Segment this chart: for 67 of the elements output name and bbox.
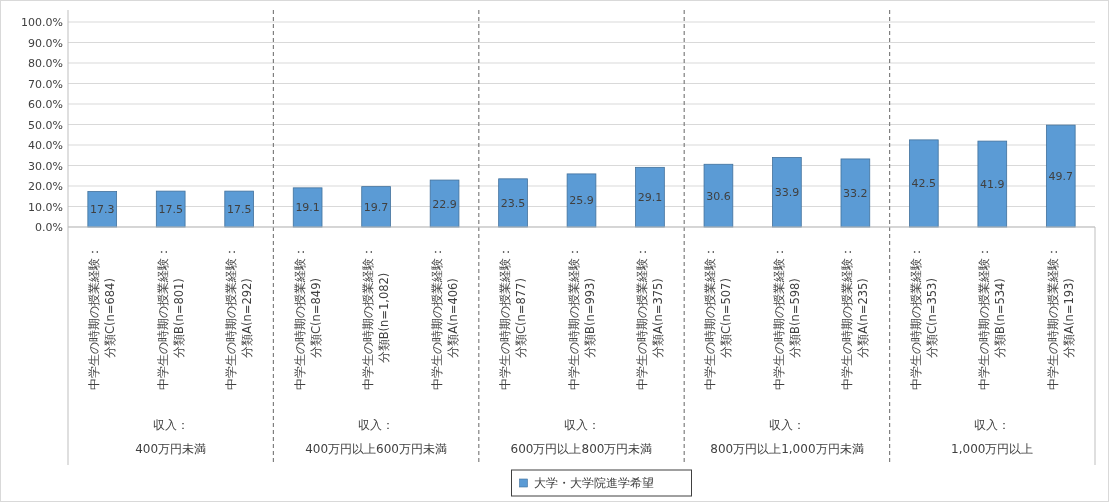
data-label: 22.9 xyxy=(432,197,457,211)
text: 800万円以上1,000万円未満 xyxy=(710,442,864,456)
data-label: 42.5 xyxy=(911,177,937,191)
y-tick-label: 20.0% xyxy=(28,180,63,193)
y-tick-label: 0.0% xyxy=(35,221,63,234)
text: 400万円未満 xyxy=(135,442,207,456)
x-tick-label: 中学生の時期の授業経験：分類C(n=353) xyxy=(908,246,939,390)
y-tick-label: 40.0% xyxy=(28,139,63,152)
data-label: 17.5 xyxy=(226,203,252,217)
text: 1,000万円以上 xyxy=(951,442,1034,456)
bar xyxy=(87,191,118,228)
x-tick-label: 中学生の時期の授業経験：分類C(n=684) xyxy=(87,246,118,390)
text: 収入： xyxy=(974,418,1011,432)
text: 収入： xyxy=(358,418,395,432)
data-label: 19.7 xyxy=(363,200,389,214)
bar xyxy=(155,190,186,228)
x-tick-label: 中学生の時期の授業経験：分類A(n=292) xyxy=(224,246,255,390)
bar xyxy=(635,166,665,228)
data-label: 30.6 xyxy=(706,189,731,203)
x-tick-label: 中学生の時期の授業経験：分類A(n=193) xyxy=(1045,246,1076,390)
data-label: 17.3 xyxy=(89,203,115,217)
y-tick-label: 90.0% xyxy=(28,36,63,50)
data-label: 23.5 xyxy=(500,196,526,210)
bar xyxy=(361,186,391,228)
text: 収入： xyxy=(152,418,189,432)
bar xyxy=(566,173,597,228)
bar xyxy=(498,178,528,228)
legend-label: 大学・大学院進学希望 xyxy=(533,476,654,490)
x-tick-label: 中学生の時期の授業経験：分類C(n=507) xyxy=(703,246,734,390)
y-tick-label: 30.0% xyxy=(28,159,63,173)
y-tick-label: 10.0% xyxy=(28,200,63,214)
x-tick-label: 中学生の時期の授業経験：分類A(n=235) xyxy=(840,246,871,390)
x-tick-label: 中学生の時期の授業経験：分類B(n=801) xyxy=(155,246,186,390)
bar xyxy=(1045,124,1076,228)
text: 600万円以上800万円未満 xyxy=(510,442,653,456)
y-tick-label: 70.0% xyxy=(28,77,63,91)
bar xyxy=(772,157,802,228)
data-label: 25.9 xyxy=(569,194,594,208)
data-label: 33.9 xyxy=(774,186,800,200)
x-tick-label: 中学生の時期の授業経験：分類B(n=534) xyxy=(977,246,1008,390)
x-tick-label: 中学生の時期の授業経験：分類A(n=375) xyxy=(634,246,665,390)
x-tick-label: 中学生の時期の授業経験：分類B(n=598) xyxy=(771,246,802,390)
bar xyxy=(840,158,871,228)
x-tick-label: 中学生の時期の授業経験：分類B(n=993) xyxy=(566,246,597,390)
bar xyxy=(977,140,1008,228)
y-tick-label: 50.0% xyxy=(28,118,63,132)
text: 400万円以上600万円未満 xyxy=(305,442,448,456)
bar xyxy=(429,179,460,228)
y-tick-label: 100.0% xyxy=(21,16,63,29)
data-label: 17.5 xyxy=(158,203,183,217)
data-label: 33.2 xyxy=(843,186,868,200)
data-label: 19.1 xyxy=(295,201,320,215)
x-tick-label: 中学生の時期の授業経験：分類C(n=877) xyxy=(498,246,529,390)
data-label: 29.1 xyxy=(637,191,663,205)
text: 収入： xyxy=(768,418,805,432)
y-tick-label: 80.0% xyxy=(28,57,63,70)
data-label: 41.9 xyxy=(980,178,1005,192)
bar xyxy=(909,139,939,228)
data-label: 49.7 xyxy=(1048,170,1074,184)
bar xyxy=(703,163,734,228)
y-tick-label: 60.0% xyxy=(28,98,63,111)
x-tick-label: 中学生の時期の授業経験：分類B(n=1,082) xyxy=(361,246,392,390)
text: 収入： xyxy=(563,418,600,432)
bar xyxy=(224,190,254,228)
bar xyxy=(292,187,323,228)
x-tick-label: 中学生の時期の授業経験：分類A(n=406) xyxy=(429,246,460,390)
x-tick-label: 中学生の時期の授業経験：分類C(n=849) xyxy=(292,246,323,390)
